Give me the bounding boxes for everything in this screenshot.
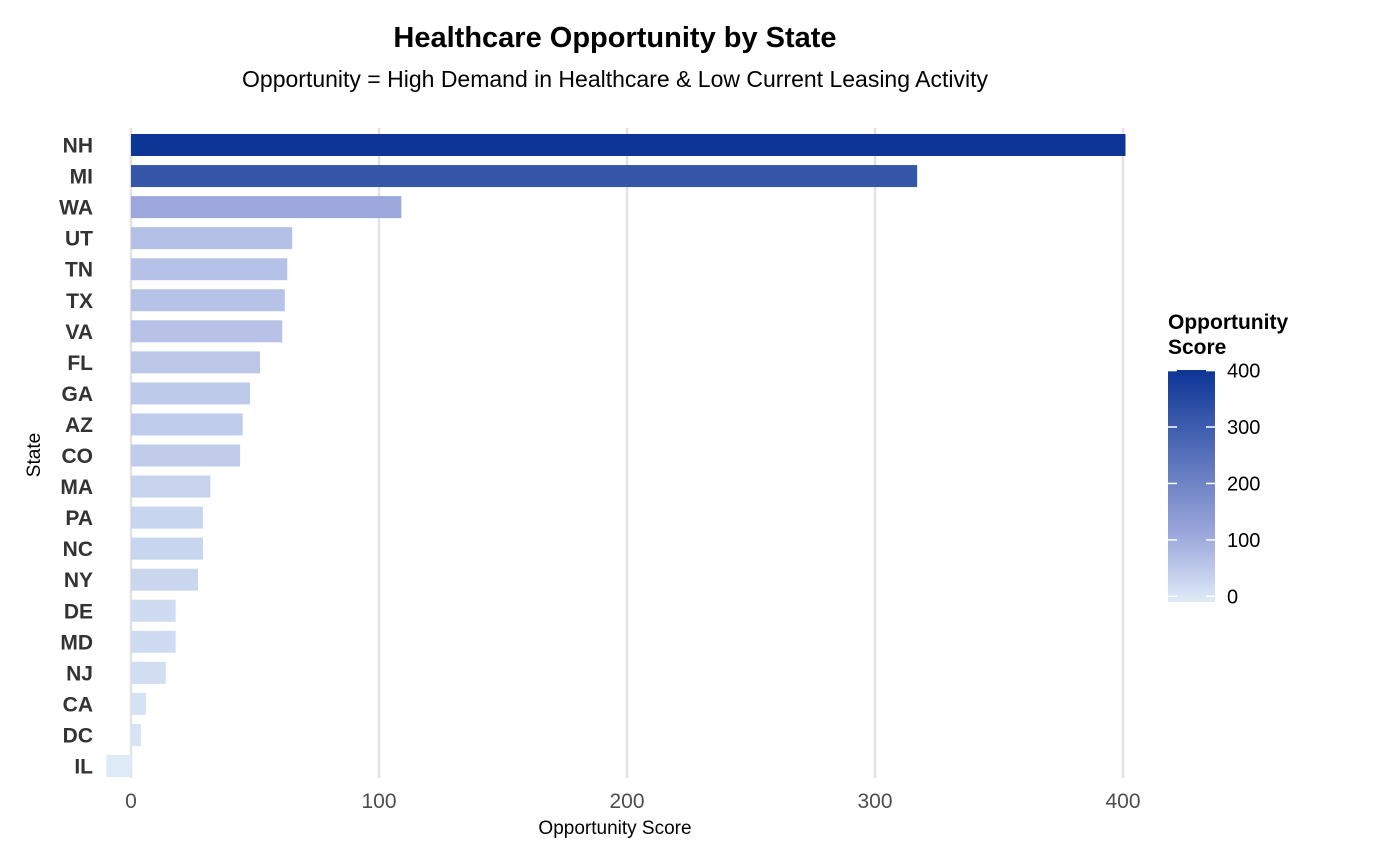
y-axis-ticks: NH MI WA UT TN TX VA FL GA AZ CO MA PA NC NY DE MD NJ CA DC… [59, 135, 93, 779]
bar-co [131, 444, 241, 467]
bar-ny [131, 568, 198, 591]
bar-ma [131, 475, 211, 498]
bar-nh [131, 134, 1126, 156]
bar-md [131, 630, 176, 653]
legend-tick-label: 200 [1227, 473, 1260, 495]
y-tick-label: TN [65, 259, 93, 282]
bar-ga [131, 382, 251, 405]
legend-tick-label: 300 [1227, 417, 1260, 439]
y-tick-label: CA [63, 693, 93, 716]
bar-pa [131, 506, 203, 529]
x-axis-ticks: 0 100 200 300 400 [125, 790, 1140, 813]
y-tick-label: NH [63, 135, 93, 158]
bar-ut [131, 227, 293, 250]
bar-az [131, 413, 243, 436]
y-tick-label: WA [59, 197, 93, 220]
bar-de [131, 599, 176, 622]
y-tick-label: AZ [65, 414, 93, 437]
bar-nj [131, 661, 166, 684]
legend-tick-label: 400 [1227, 361, 1260, 383]
y-tick-label: IL [74, 756, 93, 779]
gridlines [129, 128, 1125, 778]
bar-tn [131, 258, 288, 281]
legend-tick-label: 0 [1227, 586, 1238, 608]
y-tick-label: DE [64, 600, 93, 623]
y-tick-label: FL [67, 352, 93, 375]
color-legend: Opportunity Score 0 100 200 300 400 [1168, 311, 1288, 608]
x-tick-label: 400 [1105, 790, 1140, 813]
x-tick-label: 0 [125, 790, 137, 813]
y-tick-label: CO [62, 445, 94, 468]
x-axis-label: Opportunity Score [538, 818, 691, 839]
bar-wa [131, 196, 402, 219]
chart-subtitle: Opportunity = High Demand in Healthcare … [242, 66, 988, 92]
bar-tx [131, 289, 285, 312]
x-tick-label: 300 [857, 790, 892, 813]
bars [106, 134, 1126, 777]
bar-dc [131, 723, 141, 746]
chart-title: Healthcare Opportunity by State [393, 22, 837, 54]
bar-ca [131, 692, 146, 715]
bar-va [131, 320, 283, 343]
y-axis-label: State [24, 433, 45, 477]
bar-mi [131, 165, 918, 188]
bar-fl [131, 351, 260, 374]
y-tick-label: TX [66, 290, 93, 313]
y-tick-label: PA [65, 507, 93, 530]
bar-il [106, 755, 131, 777]
y-tick-label: MI [70, 166, 93, 189]
y-tick-label: MA [60, 476, 93, 499]
legend-colorbar [1168, 370, 1215, 602]
y-tick-label: NJ [66, 662, 93, 685]
legend-title-line-1: Opportunity [1168, 311, 1288, 334]
y-tick-label: UT [65, 228, 93, 251]
y-tick-label: VA [65, 321, 93, 344]
legend-tick-label: 100 [1227, 530, 1260, 552]
y-tick-label: NY [64, 569, 93, 592]
bar-nc [131, 537, 203, 560]
legend-ticks: 0 100 200 300 400 [1168, 361, 1260, 608]
y-tick-label: DC [63, 724, 93, 747]
x-tick-label: 100 [361, 790, 396, 813]
y-tick-label: MD [60, 631, 93, 654]
legend-title-line-2: Score [1168, 336, 1226, 359]
y-tick-label: GA [62, 383, 94, 406]
y-tick-label: NC [63, 538, 93, 561]
x-tick-label: 200 [609, 790, 644, 813]
